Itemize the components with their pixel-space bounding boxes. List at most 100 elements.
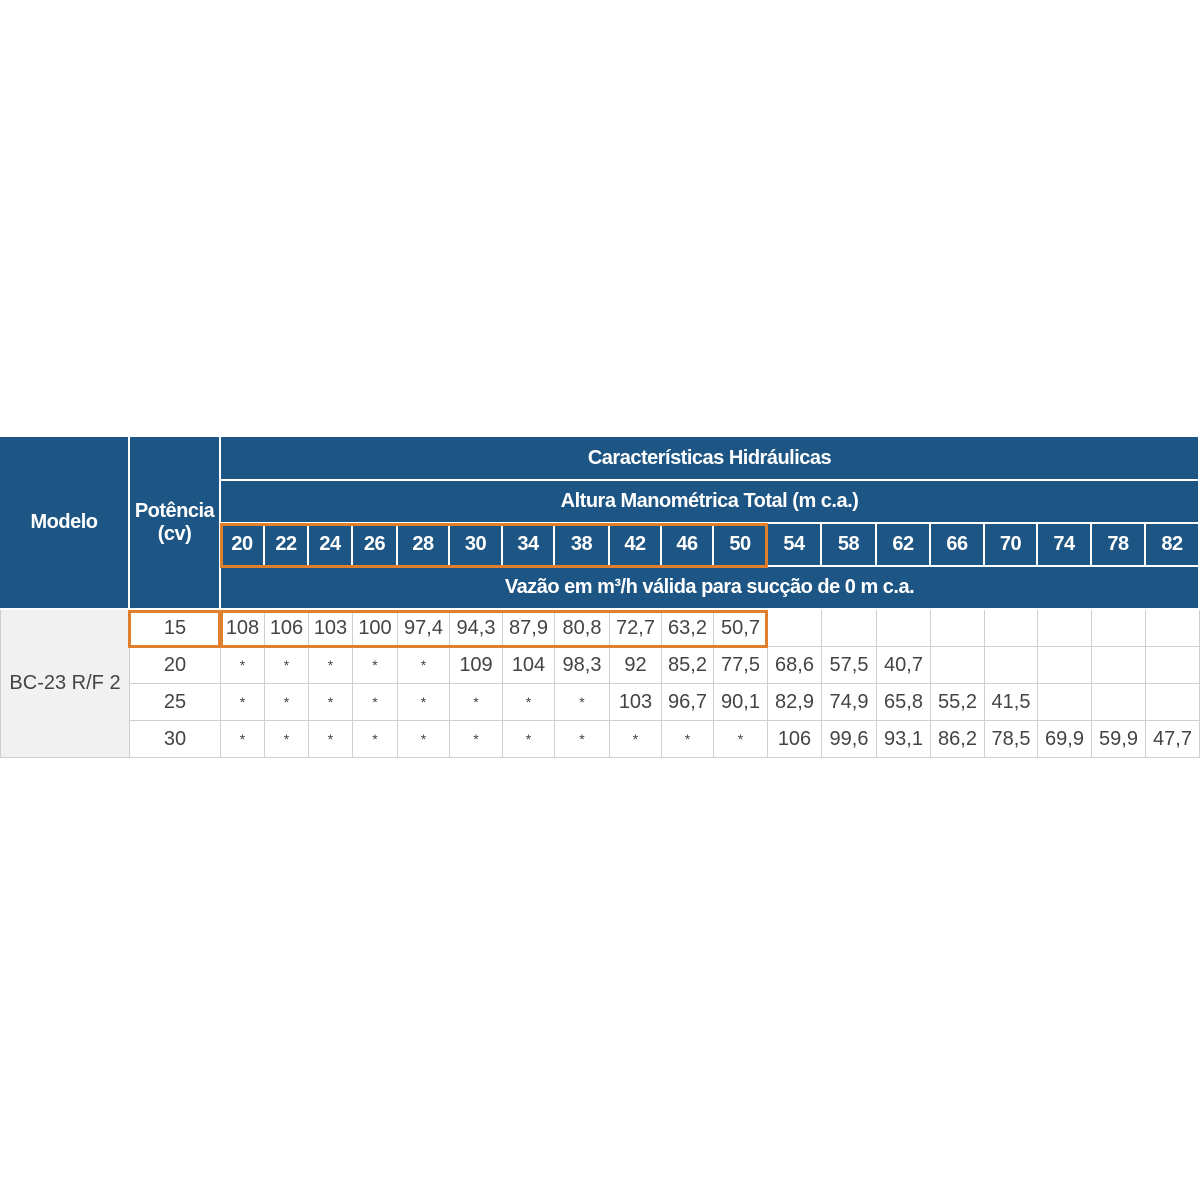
flow-cell (822, 610, 877, 647)
flow-cell: 94,3 (450, 610, 503, 647)
flow-header: Vazão em m³/h válida para sucção de 0 m … (221, 567, 1200, 610)
height-value: 20 (221, 524, 265, 567)
height-value: 74 (1038, 524, 1092, 567)
flow-cell: 87,9 (503, 610, 555, 647)
flow-cell: * (555, 721, 610, 758)
flow-cell: * (309, 684, 353, 721)
flow-cell: 78,5 (985, 721, 1038, 758)
flow-cell: 82,9 (768, 684, 822, 721)
flow-cell: 50,7 (714, 610, 768, 647)
flow-cell: 86,2 (931, 721, 985, 758)
flow-cell: 85,2 (662, 647, 714, 684)
flow-cell: * (714, 721, 768, 758)
flow-cell: * (450, 721, 503, 758)
flow-cell: 69,9 (1038, 721, 1092, 758)
flow-cell: 96,7 (662, 684, 714, 721)
flow-cell: 47,7 (1146, 721, 1200, 758)
power-cell: 30 (130, 721, 221, 758)
flow-cell: 72,7 (610, 610, 662, 647)
flow-cell: * (503, 684, 555, 721)
flow-cell: 74,9 (822, 684, 877, 721)
flow-cell: * (450, 684, 503, 721)
flow-cell: * (221, 721, 265, 758)
flow-cell: 106 (265, 610, 309, 647)
flow-cell: * (398, 647, 450, 684)
height-value: 70 (985, 524, 1038, 567)
flow-cell: * (265, 684, 309, 721)
group-header: Características Hidráulicas (221, 437, 1200, 481)
flow-cell: 80,8 (555, 610, 610, 647)
flow-cell: 98,3 (555, 647, 610, 684)
flow-cell (1092, 684, 1146, 721)
flow-cell (1038, 684, 1092, 721)
height-value: 30 (450, 524, 503, 567)
flow-cell: * (265, 647, 309, 684)
height-value: 26 (353, 524, 398, 567)
flow-cell (985, 647, 1038, 684)
flow-cell: 99,6 (822, 721, 877, 758)
power-header: Potência (cv) (130, 437, 221, 610)
flow-cell (877, 610, 931, 647)
flow-cell: 103 (309, 610, 353, 647)
flow-cell: 68,6 (768, 647, 822, 684)
flow-cell: 100 (353, 610, 398, 647)
flow-cell: * (221, 647, 265, 684)
flow-cell: 65,8 (877, 684, 931, 721)
flow-cell: * (221, 684, 265, 721)
height-value: 82 (1146, 524, 1200, 567)
flow-cell (1038, 610, 1092, 647)
flow-cell: 97,4 (398, 610, 450, 647)
flow-cell: 40,7 (877, 647, 931, 684)
flow-cell: 92 (610, 647, 662, 684)
flow-cell: 63,2 (662, 610, 714, 647)
flow-cell: * (309, 647, 353, 684)
flow-cell: 104 (503, 647, 555, 684)
flow-cell: * (353, 721, 398, 758)
flow-cell: * (353, 647, 398, 684)
height-value: 58 (822, 524, 877, 567)
power-cell: 25 (130, 684, 221, 721)
power-cell: 15 (130, 610, 221, 647)
flow-cell: * (662, 721, 714, 758)
height-value: 22 (265, 524, 309, 567)
flow-cell: * (503, 721, 555, 758)
flow-cell (1146, 610, 1200, 647)
flow-cell: 108 (221, 610, 265, 647)
power-cell: 20 (130, 647, 221, 684)
height-value: 46 (662, 524, 714, 567)
flow-cell (768, 610, 822, 647)
height-value: 24 (309, 524, 353, 567)
flow-cell: * (555, 684, 610, 721)
flow-cell: * (398, 721, 450, 758)
flow-cell (985, 610, 1038, 647)
flow-cell: 41,5 (985, 684, 1038, 721)
flow-cell (931, 647, 985, 684)
model-header: Modelo (0, 437, 130, 610)
flow-cell: * (610, 721, 662, 758)
flow-cell (1092, 647, 1146, 684)
flow-cell (1146, 647, 1200, 684)
height-value: 34 (503, 524, 555, 567)
flow-cell: 59,9 (1092, 721, 1146, 758)
height-value: 50 (714, 524, 768, 567)
height-value: 66 (931, 524, 985, 567)
flow-cell: 55,2 (931, 684, 985, 721)
height-value: 62 (877, 524, 931, 567)
flow-cell: 57,5 (822, 647, 877, 684)
height-value: 54 (768, 524, 822, 567)
flow-cell: 103 (610, 684, 662, 721)
height-value: 28 (398, 524, 450, 567)
flow-cell: 90,1 (714, 684, 768, 721)
height-header: Altura Manométrica Total (m c.a.) (221, 481, 1200, 524)
flow-cell: * (309, 721, 353, 758)
height-value: 38 (555, 524, 610, 567)
flow-cell: 93,1 (877, 721, 931, 758)
flow-cell (931, 610, 985, 647)
flow-cell: * (353, 684, 398, 721)
flow-cell: 106 (768, 721, 822, 758)
flow-cell (1038, 647, 1092, 684)
flow-cell: * (265, 721, 309, 758)
height-value: 78 (1092, 524, 1146, 567)
flow-cell: 109 (450, 647, 503, 684)
